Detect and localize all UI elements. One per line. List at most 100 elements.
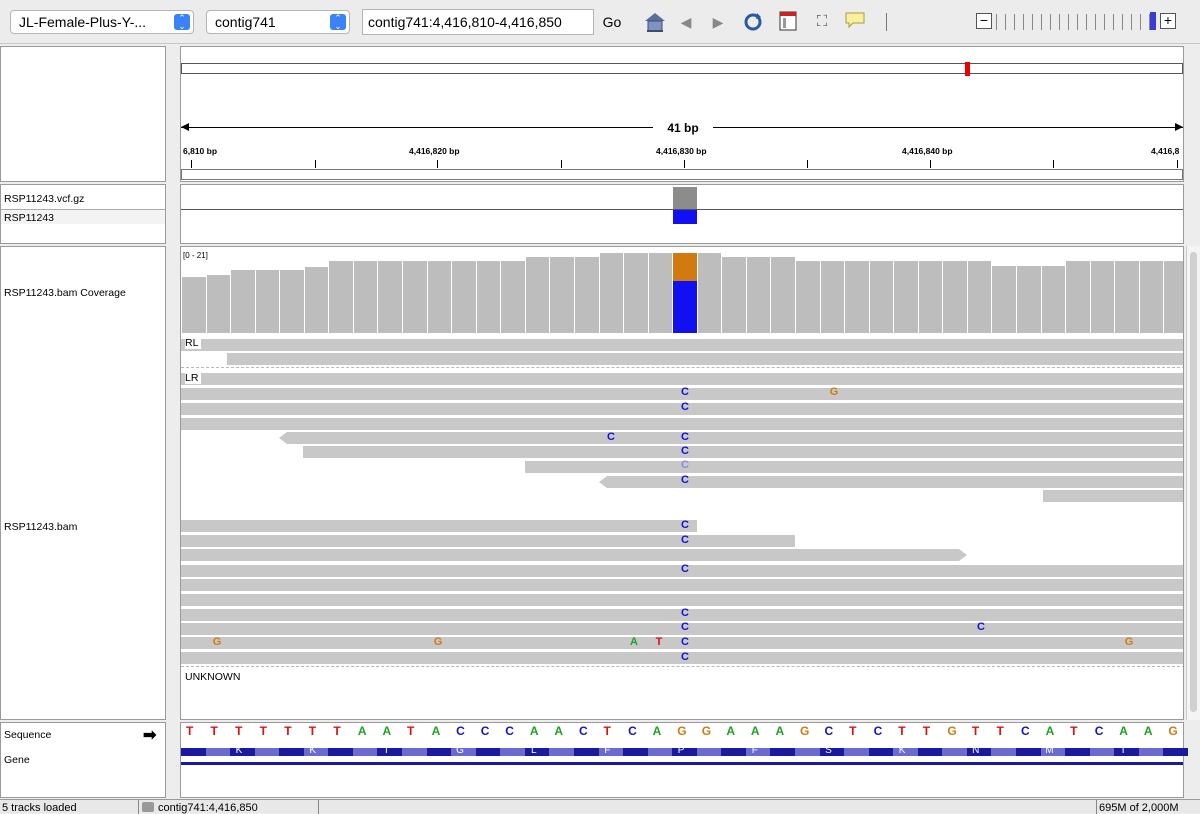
aligned-read[interactable]	[181, 549, 967, 561]
aligned-read[interactable]	[181, 339, 1183, 351]
aligned-read[interactable]	[181, 373, 1183, 385]
coverage-bar[interactable]	[745, 257, 771, 333]
gene-exon-block[interactable]	[426, 748, 452, 756]
gene-exon-block[interactable]	[1089, 748, 1115, 756]
chromosome-ideogram[interactable]	[181, 63, 1183, 74]
coverage-bar[interactable]	[868, 261, 894, 333]
gene-exon-block[interactable]	[721, 748, 746, 756]
gene-exon-block[interactable]	[451, 748, 476, 756]
gene-exon-block[interactable]	[549, 748, 574, 756]
gene-exon-block[interactable]	[1163, 748, 1188, 756]
aligned-read[interactable]	[599, 476, 1183, 488]
strand-arrow-icon[interactable]: ➡	[143, 727, 157, 744]
coverage-bar[interactable]	[352, 261, 378, 333]
vcf-sample-name[interactable]: RSP11243	[4, 212, 55, 224]
vertical-scrollbar[interactable]	[1186, 246, 1200, 720]
coverage-bar[interactable]	[254, 270, 280, 333]
gene-exon-block[interactable]	[917, 748, 943, 756]
gene-exon-block[interactable]	[230, 748, 255, 756]
gene-exon-block[interactable]	[254, 748, 280, 756]
gene-exon-block[interactable]	[303, 748, 329, 756]
coverage-bar[interactable]	[426, 261, 452, 333]
forward-icon[interactable]: ▶	[712, 14, 724, 30]
coverage-bar[interactable]	[1163, 261, 1183, 333]
gene-exon-block[interactable]	[819, 748, 845, 756]
gene-exon-block[interactable]	[1040, 748, 1066, 756]
go-button[interactable]: Go	[602, 14, 622, 30]
resize-icon[interactable]: ⛶	[816, 13, 828, 30]
coverage-track[interactable]	[181, 247, 1183, 333]
aligned-read[interactable]	[181, 609, 1183, 621]
gene-exon-block[interactable]	[844, 748, 869, 756]
back-icon[interactable]: ◀	[680, 14, 692, 30]
coverage-bar[interactable]	[1089, 261, 1115, 333]
aligned-read[interactable]	[1043, 490, 1183, 502]
aligned-read[interactable]	[181, 520, 697, 532]
variant-site[interactable]	[673, 187, 697, 209]
gene-exon-block[interactable]	[1016, 748, 1041, 756]
coverage-bar[interactable]	[181, 277, 206, 333]
coverage-bar[interactable]	[1065, 261, 1090, 333]
coverage-bar[interactable]	[966, 261, 992, 333]
gene-exon-block[interactable]	[942, 748, 967, 756]
gene-exon-block[interactable]	[1065, 748, 1090, 756]
gene-exon-block[interactable]	[966, 748, 992, 756]
scrollbar-thumb[interactable]	[1190, 252, 1197, 712]
coverage-bar[interactable]	[770, 257, 795, 333]
aligned-read[interactable]	[181, 594, 1183, 606]
gene-exon-block[interactable]	[524, 748, 550, 756]
aligned-read[interactable]	[181, 652, 1183, 664]
coverage-bar[interactable]	[991, 266, 1017, 333]
gene-track-name[interactable]: Gene	[4, 754, 30, 766]
variant-genotype[interactable]	[673, 210, 697, 224]
gene-exon-block[interactable]	[402, 748, 427, 756]
coverage-bar[interactable]	[819, 261, 845, 333]
coverage-bar[interactable]	[844, 261, 869, 333]
coverage-bar[interactable]	[549, 257, 574, 333]
aligned-read[interactable]	[181, 579, 1183, 591]
gene-exon-block[interactable]	[770, 748, 795, 756]
aligned-read[interactable]	[181, 565, 1183, 577]
coverage-bar[interactable]	[647, 253, 673, 333]
genome-dropdown[interactable]: JL-Female-Plus-Y-... ⌃ ⌄	[10, 10, 194, 34]
gene-exon-block[interactable]	[1138, 748, 1164, 756]
vcf-track-name[interactable]: RSP11243.vcf.gz	[4, 193, 85, 205]
chromosome-dropdown[interactable]: contig741 ⌃ ⌄	[206, 10, 350, 34]
aligned-read[interactable]	[181, 637, 1183, 649]
coverage-bar[interactable]	[917, 261, 943, 333]
zoom-slider[interactable]	[996, 14, 1156, 30]
gene-exon-block[interactable]	[1114, 748, 1139, 756]
coverage-bar[interactable]	[1040, 266, 1066, 333]
zoom-slider-handle[interactable]	[1150, 12, 1156, 30]
coverage-bar[interactable]	[1138, 261, 1164, 333]
coverage-bar[interactable]	[795, 261, 820, 333]
coverage-bar[interactable]	[328, 261, 353, 333]
gene-exon-block[interactable]	[328, 748, 353, 756]
gene-exon-block[interactable]	[279, 748, 304, 756]
coverage-bar[interactable]	[942, 261, 967, 333]
aligned-read[interactable]	[181, 388, 1183, 400]
locus-input[interactable]: contig741:4,416,810-4,416,850	[362, 9, 594, 35]
coverage-bar[interactable]	[230, 270, 255, 333]
bam-track-name[interactable]: RSP11243.bam	[4, 521, 78, 533]
gene-exon-block[interactable]	[868, 748, 894, 756]
coverage-bar[interactable]	[1016, 266, 1041, 333]
coverage-bar[interactable]	[402, 261, 427, 333]
sequence-track-name[interactable]: Sequence	[4, 729, 52, 741]
gene-exon-block[interactable]	[647, 748, 673, 756]
coverage-bar-allele-g[interactable]	[672, 253, 697, 281]
gene-exon-block[interactable]	[205, 748, 231, 756]
gene-exon-block[interactable]	[991, 748, 1017, 756]
aligned-read[interactable]	[525, 461, 1183, 473]
coverage-bar[interactable]	[721, 257, 746, 333]
aligned-read[interactable]	[181, 535, 795, 547]
gene-exon-block[interactable]	[573, 748, 599, 756]
gene-exon-block[interactable]	[696, 748, 722, 756]
home-icon[interactable]	[640, 11, 670, 33]
gene-exon-block[interactable]	[352, 748, 378, 756]
coverage-bar[interactable]	[500, 261, 525, 333]
gene-exon-block[interactable]	[795, 748, 820, 756]
gene-exon-block[interactable]	[623, 748, 648, 756]
aligned-read[interactable]	[303, 446, 1183, 458]
coverage-bar[interactable]	[279, 270, 304, 333]
